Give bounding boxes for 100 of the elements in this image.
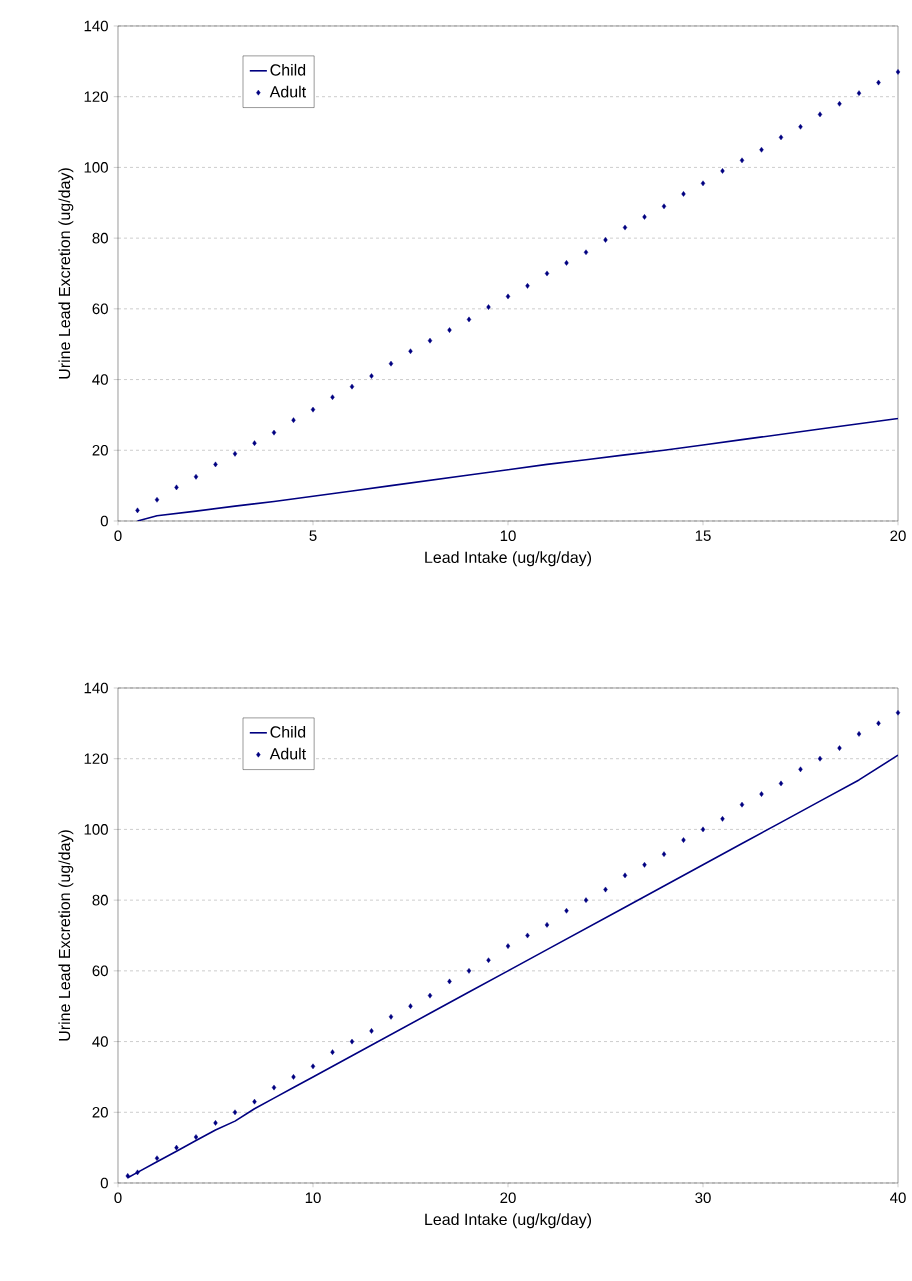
point	[817, 755, 823, 762]
y-axis-title: Urine Lead Excretion (ug/day)	[58, 830, 74, 1041]
point	[232, 1109, 238, 1116]
point	[427, 992, 433, 999]
point	[642, 214, 647, 220]
legend-label: Adult	[269, 85, 307, 98]
point	[174, 484, 179, 491]
point	[349, 1038, 355, 1045]
y-tick-label: 60	[92, 965, 108, 977]
point	[154, 496, 160, 503]
point	[700, 180, 706, 187]
point	[427, 337, 433, 344]
x-tick-label: 30	[695, 1192, 711, 1204]
point	[583, 249, 589, 256]
y-tick-label: 40	[92, 1036, 108, 1047]
point	[837, 745, 842, 751]
point	[525, 283, 530, 289]
point	[408, 1003, 413, 1010]
point	[486, 304, 491, 310]
point	[154, 1155, 160, 1162]
point	[661, 203, 667, 210]
point	[349, 383, 355, 390]
point	[583, 897, 589, 903]
x-axis-title: Lead Intake (ug/kg/day)	[425, 551, 592, 567]
point	[739, 801, 745, 808]
point	[388, 360, 394, 367]
point	[895, 709, 901, 716]
point	[330, 1049, 335, 1055]
point	[564, 907, 569, 914]
point	[291, 417, 296, 424]
point	[544, 922, 550, 928]
point	[778, 780, 784, 787]
point	[661, 851, 667, 857]
point	[466, 316, 472, 323]
y-tick-label: 0	[100, 1177, 108, 1189]
point	[700, 826, 706, 833]
point	[408, 348, 413, 355]
x-tick-label: 5	[309, 530, 317, 541]
x-tick-label: 10	[305, 1192, 321, 1204]
y-tick-label: 120	[84, 753, 108, 765]
point	[486, 957, 491, 964]
y-tick-label: 80	[92, 894, 108, 906]
point	[388, 1014, 394, 1020]
legend-label: Child	[270, 725, 306, 738]
point	[447, 327, 452, 333]
point	[213, 1120, 218, 1126]
point	[642, 861, 647, 868]
point	[193, 473, 199, 480]
point	[291, 1074, 296, 1080]
x-tick-label: 0	[114, 530, 122, 542]
x-tick-label: 40	[890, 1192, 906, 1204]
point	[369, 1028, 374, 1034]
point	[252, 1098, 257, 1105]
x-tick-label: 10	[500, 530, 516, 542]
y-tick-label: 20	[92, 1106, 108, 1118]
point	[564, 260, 569, 266]
point	[271, 1084, 277, 1091]
legend-label: Child	[270, 63, 306, 76]
y-tick-label: 80	[92, 232, 108, 244]
point	[681, 837, 686, 843]
point	[330, 394, 335, 401]
point	[310, 406, 316, 413]
point	[622, 224, 628, 231]
point	[135, 1169, 140, 1176]
point	[681, 191, 686, 197]
point	[125, 1173, 130, 1179]
point	[135, 507, 140, 514]
point	[876, 720, 881, 727]
point	[213, 461, 218, 468]
point	[856, 731, 862, 737]
point	[817, 111, 823, 118]
point	[798, 123, 803, 130]
point	[603, 237, 608, 243]
y-axis-title: Urine Lead Excretion (ug/day)	[58, 168, 74, 379]
point	[778, 134, 784, 141]
point	[369, 373, 374, 379]
point	[525, 932, 530, 939]
y-tick-label: 100	[84, 824, 108, 835]
point	[193, 1134, 199, 1140]
point	[603, 886, 608, 893]
y-tick-label: 40	[92, 374, 108, 385]
point	[720, 816, 725, 822]
point	[505, 293, 511, 300]
point	[895, 69, 901, 75]
point	[876, 79, 881, 86]
legend-label: Adult	[269, 747, 307, 760]
x-tick-label: 20	[500, 1192, 516, 1204]
point	[252, 440, 257, 446]
point	[720, 168, 725, 174]
point	[505, 943, 511, 949]
point	[622, 872, 628, 879]
y-tick-label: 60	[92, 303, 108, 315]
point	[310, 1063, 316, 1070]
point	[856, 90, 862, 96]
y-tick-label: 20	[92, 444, 108, 456]
point	[174, 1144, 179, 1151]
y-tick-label: 100	[84, 162, 108, 173]
point	[759, 791, 764, 797]
point	[798, 766, 803, 773]
x-axis-title: Lead Intake (ug/kg/day)	[425, 1213, 592, 1229]
